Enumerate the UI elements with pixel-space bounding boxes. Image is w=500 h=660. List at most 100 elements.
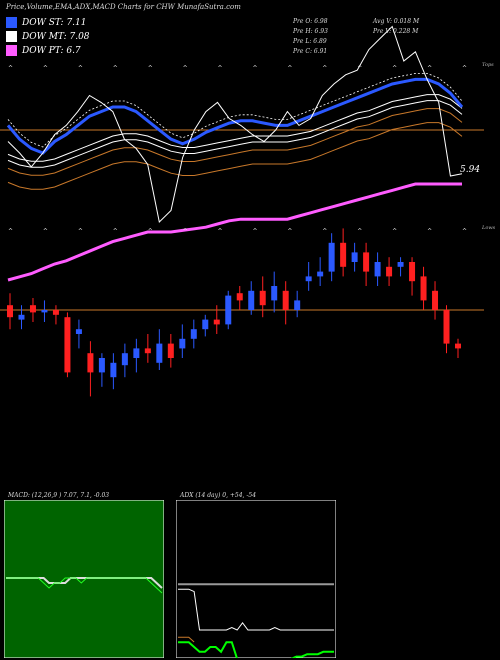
candle-body bbox=[167, 343, 174, 358]
candle-body bbox=[328, 242, 335, 272]
top-marker: ^ bbox=[357, 65, 362, 72]
low-marker: ^ bbox=[78, 228, 83, 235]
stat-avg-volume: Avg V: 0.018 M bbox=[373, 18, 420, 25]
stat-open: Pre O: 6.98 bbox=[293, 18, 328, 25]
ema-slow-line bbox=[7, 108, 463, 176]
legend-dow-mt-label: DOW MT: 7.08 bbox=[22, 31, 90, 42]
low-marker: ^ bbox=[183, 228, 188, 235]
ema-mt-band-lower bbox=[7, 100, 463, 168]
candle-body bbox=[363, 252, 370, 272]
candle-body bbox=[420, 276, 427, 301]
legend-dow-st-label: DOW ST: 7.11 bbox=[22, 17, 87, 28]
candle-body bbox=[156, 343, 163, 363]
macd-layer bbox=[6, 577, 163, 594]
top-marker: ^ bbox=[427, 65, 432, 72]
candle-body bbox=[225, 295, 232, 325]
low-marker: ^ bbox=[218, 228, 223, 235]
top-marker: ^ bbox=[252, 65, 257, 72]
candle-body bbox=[409, 262, 416, 282]
legend-dow-st: DOW ST: 7.11 bbox=[6, 17, 87, 28]
top-marker: ^ bbox=[287, 65, 292, 72]
macd-line bbox=[6, 577, 163, 594]
candle-body bbox=[317, 271, 324, 277]
ema-mt-line bbox=[7, 94, 463, 162]
candle-body bbox=[133, 348, 140, 358]
candle-body bbox=[29, 305, 36, 313]
candle-body bbox=[144, 348, 151, 354]
adx-layer bbox=[178, 583, 334, 658]
last-price-label: 5.94 bbox=[460, 165, 480, 175]
candle-body bbox=[259, 290, 266, 306]
tops-label: Tops bbox=[482, 62, 494, 68]
top-marker: ^ bbox=[8, 65, 13, 72]
adx-title: ADX (14 day) 0, +54, -54 bbox=[180, 492, 257, 499]
candle-body bbox=[236, 293, 243, 301]
low-marker: ^ bbox=[427, 228, 432, 235]
candle-body bbox=[202, 319, 209, 330]
stat-low: Pre L: 6.89 bbox=[293, 38, 327, 45]
candle-body bbox=[18, 314, 25, 320]
candle-body bbox=[432, 290, 439, 310]
legend-dow-mt: DOW MT: 7.08 bbox=[6, 31, 90, 42]
candle-body bbox=[75, 329, 82, 334]
stat-high: Pre H: 6.93 bbox=[293, 28, 328, 35]
candle-body bbox=[455, 343, 461, 349]
macd-title: MACD: (12,26,9 ) 7.07, 7.1, -0.03 bbox=[8, 492, 110, 499]
low-marker: ^ bbox=[8, 228, 13, 235]
ema-slow-line-2 bbox=[7, 122, 463, 190]
macd-panel bbox=[4, 500, 164, 658]
candle-body bbox=[52, 310, 59, 315]
ema-st-upper-dashed bbox=[7, 73, 463, 148]
low-marker: ^ bbox=[392, 228, 397, 235]
legend-dow-pt-swatch bbox=[6, 45, 17, 56]
adx-background bbox=[176, 500, 336, 658]
candle-body bbox=[179, 338, 186, 349]
low-marker: ^ bbox=[462, 228, 467, 235]
candle-body bbox=[213, 319, 220, 325]
adx-di-start-line bbox=[178, 636, 195, 643]
top-marker: ^ bbox=[43, 65, 48, 72]
low-marker: ^ bbox=[357, 228, 362, 235]
low-marker: ^ bbox=[287, 228, 292, 235]
chart-title: Price,Volume,EMA,ADX,MACD Charts for CHW… bbox=[6, 3, 241, 11]
candle-body bbox=[374, 262, 381, 277]
low-marker: ^ bbox=[113, 228, 118, 235]
top-marker: ^ bbox=[322, 65, 327, 72]
legend-dow-pt-label: DOW PT: 6.7 bbox=[22, 45, 81, 56]
candle-body bbox=[190, 329, 197, 339]
candle-body bbox=[87, 353, 94, 373]
candle-body bbox=[98, 358, 105, 373]
candle-body bbox=[64, 317, 71, 373]
candle-body bbox=[340, 242, 347, 267]
main-layer: ^ ^ ^ ^ ^ ^ ^ ^ ^ ^ ^ ^ ^ ^ ^ ^ ^ ^ ^ ^ ^ ^ ^ ^ ^ ^ ^ ^ bbox=[0, 25, 484, 397]
low-marker: ^ bbox=[322, 228, 327, 235]
stat-pre-volume: Pre V: 0.228 M bbox=[373, 28, 419, 35]
low-marker: ^ bbox=[252, 228, 257, 235]
candle-body bbox=[294, 300, 301, 310]
candle-body bbox=[282, 290, 289, 310]
top-marker: ^ bbox=[218, 65, 223, 72]
lows-label: Lows bbox=[481, 225, 496, 231]
top-marker: ^ bbox=[183, 65, 188, 72]
adx-line bbox=[178, 588, 334, 631]
low-marker: ^ bbox=[43, 228, 48, 235]
candle-body bbox=[271, 286, 278, 301]
legend-dow-pt: DOW PT: 6.7 bbox=[6, 45, 81, 56]
candle-body bbox=[397, 262, 404, 267]
top-marker: ^ bbox=[148, 65, 153, 72]
top-marker: ^ bbox=[78, 65, 83, 72]
candle-body bbox=[41, 310, 48, 313]
top-marker: ^ bbox=[462, 65, 467, 72]
candle-body bbox=[121, 353, 128, 366]
candle-body bbox=[443, 310, 450, 344]
ema-pt-line bbox=[7, 182, 462, 282]
candle-body bbox=[386, 266, 393, 277]
price-chart: Tops Lows 5.94 ^ ^ ^ ^ ^ ^ ^ ^ ^ ^ ^ ^ ^ ^ ^ ^ ^ ^ ^ ^ ^ ^ ^ ^ ^… bbox=[0, 25, 496, 397]
low-marker: ^ bbox=[148, 228, 153, 235]
candle-body bbox=[351, 252, 358, 262]
stat-close: Pre C: 6.91 bbox=[293, 48, 328, 55]
candle-body bbox=[305, 276, 312, 282]
legend-dow-st-swatch bbox=[6, 17, 17, 28]
top-marker: ^ bbox=[113, 65, 118, 72]
candle-body bbox=[7, 305, 13, 318]
